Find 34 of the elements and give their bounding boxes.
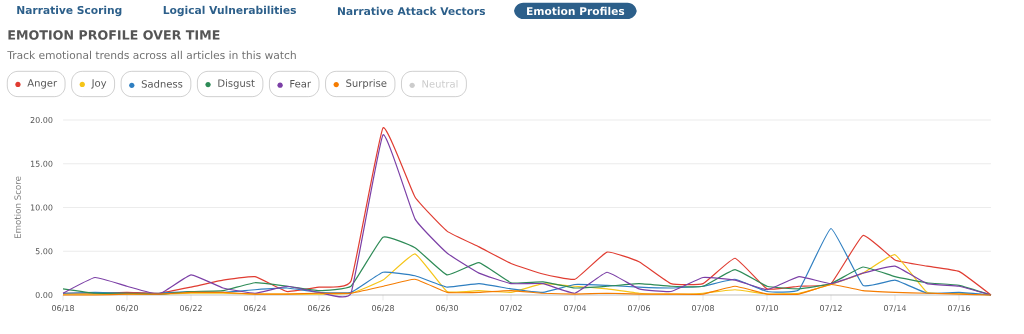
y-tick-label: 0.00	[35, 291, 53, 298]
x-tick-label: 07/06	[628, 305, 651, 312]
text: Narrative Attack Vectors	[337, 6, 486, 16]
y-tick-label: 5.00	[35, 248, 53, 255]
y-tick-label: 15.00	[30, 160, 53, 167]
y-tick-label: 10.00	[30, 204, 53, 211]
x-tick-label: 06/20	[116, 305, 138, 312]
legend-label: Disgust	[218, 79, 255, 89]
text: Logical Vulnerabilities	[163, 5, 296, 17]
x-tick-label: 07/12	[820, 305, 842, 312]
x-tick-label: 06/24	[244, 305, 267, 312]
chart-title: EMOTION PROFILE OVER TIME	[8, 30, 220, 40]
x-tick-label: 07/02	[500, 305, 522, 312]
text: Narrative Scoring	[17, 5, 122, 17]
x-tick-label: 06/18	[52, 305, 74, 312]
legend-label: Anger	[27, 79, 58, 89]
legend-label: Joy	[91, 79, 107, 89]
legend-label: Sadness	[141, 79, 183, 88]
x-tick-label: 07/08	[692, 305, 714, 312]
y-axis-title: Emotion Score	[14, 176, 21, 239]
x-tick-label: 06/22	[180, 305, 202, 312]
x-tick-label: 07/16	[947, 305, 971, 312]
x-tick-label: 06/28	[372, 305, 394, 312]
x-tick-label: 07/14	[883, 305, 907, 312]
x-tick-label: 06/30	[436, 305, 458, 312]
x-tick-label: 07/10	[756, 305, 778, 312]
legend-label: Fear	[290, 80, 312, 88]
chart-subtitle: Track emotional trends across all articles in this watch	[7, 50, 296, 60]
x-tick-label: 06/26	[308, 305, 331, 312]
text: Emotion Profiles	[527, 6, 625, 16]
x-tick-label: 07/04	[564, 305, 587, 312]
line-series	[62, 278, 992, 296]
y-tick-label: 20.00	[30, 116, 53, 124]
legend-label: Surprise	[346, 79, 387, 89]
